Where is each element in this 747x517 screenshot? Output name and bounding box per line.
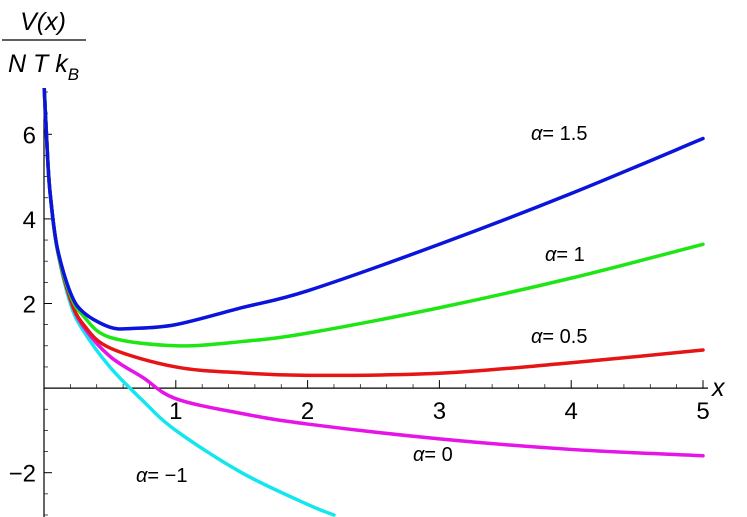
x-tick-label: 2	[301, 398, 314, 425]
y-tick-label: 6	[23, 122, 36, 149]
y-tick-label: 4	[23, 207, 36, 234]
y-tick-label: 2	[23, 292, 36, 319]
series-label-0: α= 1.5	[531, 123, 587, 145]
series-layer	[42, 88, 705, 517]
series-label-1: α= 1	[545, 244, 585, 266]
y-label-denominator-main: N T k	[8, 50, 69, 78]
series-label-2: α= 0.5	[531, 326, 587, 348]
x-tick-label: 3	[433, 398, 446, 425]
series-line-alpha-1_5	[42, 88, 705, 331]
x-axis-label: x	[711, 374, 726, 402]
labels-layer: α= 1.5 α= 1 α= 0.5 α= 0 α= −1	[136, 123, 587, 487]
y-tick-label: −2	[9, 461, 36, 488]
axes: 1 2 3 4 5 −2 2 4 6	[9, 90, 710, 517]
y-label-subscript: B	[68, 65, 79, 84]
series-label-4: α= −1	[136, 465, 187, 487]
series-line-alpha-neg1	[42, 88, 336, 517]
x-tick-label: 4	[565, 398, 578, 425]
y-label-denominator: N T kB	[8, 50, 79, 84]
y-axis-label: V(x) N T kB	[2, 8, 86, 84]
series-line-alpha-1	[42, 88, 705, 348]
y-label-numerator: V(x)	[20, 8, 66, 36]
x-tick-label: 1	[169, 398, 182, 425]
x-tick-label: 5	[696, 398, 709, 425]
series-label-3: α= 0	[413, 444, 453, 466]
series-line-alpha-0_5	[42, 88, 705, 378]
